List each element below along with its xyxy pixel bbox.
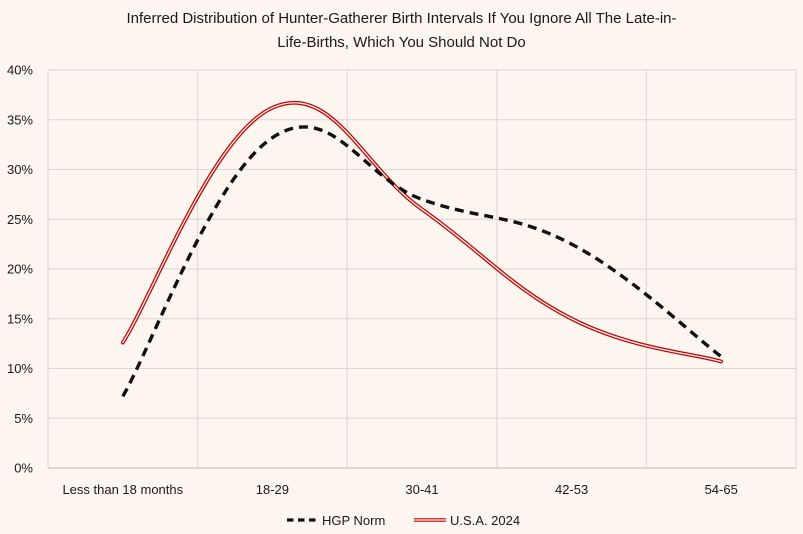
y-tick-label: 35% <box>7 112 33 127</box>
y-tick-label: 40% <box>7 63 33 78</box>
y-tick-label: 5% <box>14 411 33 426</box>
x-tick-label: 30-41 <box>405 482 438 497</box>
y-tick-label: 15% <box>7 311 33 326</box>
y-tick-label: 10% <box>7 361 33 376</box>
series-line-u-s-a-2024-inner <box>122 102 722 363</box>
x-tick-label: 18-29 <box>256 482 289 497</box>
x-tick-label: 54-65 <box>705 482 738 497</box>
chart-title-line-1: Inferred Distribution of Hunter-Gatherer… <box>126 10 676 27</box>
chart-title-line-2: Life-Births, Which You Should Not Do <box>277 34 525 51</box>
legend: HGP Norm U.S.A. 2024 <box>287 513 520 528</box>
x-tick-label: Less than 18 months <box>62 482 183 497</box>
y-tick-label: 25% <box>7 212 33 227</box>
legend-label-usa-2024: U.S.A. 2024 <box>450 513 520 528</box>
y-tick-label: 0% <box>14 461 33 476</box>
series-lines <box>120 100 724 398</box>
legend-label-hgp-norm: HGP Norm <box>322 513 385 528</box>
axes: 0% 5% 10% 15% 20% 25% 30% 35% 40% Less than 18 mo… <box>7 63 796 497</box>
y-tick-label: 20% <box>7 262 33 277</box>
series-line-hgp-norm <box>121 125 723 398</box>
x-tick-label: 42-53 <box>555 482 588 497</box>
y-tick-label: 30% <box>7 162 33 177</box>
